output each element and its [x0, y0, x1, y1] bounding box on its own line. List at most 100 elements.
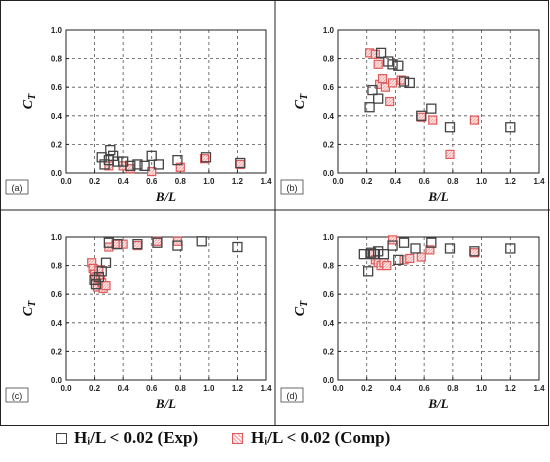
- data-point-exp: [373, 93, 384, 104]
- data-point-exp: [416, 110, 427, 121]
- panel-label-box: [5, 179, 29, 195]
- panel-label-text: (b): [287, 183, 298, 193]
- data-point-exp: [398, 76, 410, 87]
- y-tick-label: 0.2: [323, 347, 335, 356]
- data-point-comp: [385, 96, 395, 107]
- x-tick-label: 1.4: [533, 177, 545, 186]
- x-tick-label: 0.0: [332, 177, 344, 186]
- data-point-exp: [100, 257, 112, 268]
- data-point-comp: [377, 74, 388, 84]
- legend-label-comp: Hᵢ/L < 0.02 (Comp): [251, 428, 391, 447]
- data-point-comp: [469, 115, 479, 125]
- data-point-exp: [93, 271, 105, 283]
- y-axis-label-subscript: T: [299, 300, 310, 307]
- x-tick-label: 0.4: [118, 177, 130, 186]
- data-point-exp: [235, 157, 246, 169]
- y-tick-label: 0.2: [51, 347, 63, 356]
- data-point-exp: [373, 246, 384, 257]
- data-point-exp: [404, 77, 415, 89]
- x-tick-label: 0.4: [390, 177, 402, 186]
- data-point-exp: [393, 254, 404, 266]
- data-point-comp: [118, 239, 128, 249]
- y-tick-label: 0.8: [51, 55, 63, 64]
- x-tick-label: 1.0: [476, 384, 488, 393]
- y-axis-label-main: C: [293, 306, 308, 316]
- data-point-comp: [425, 245, 435, 255]
- open-square-marker-icon: [56, 432, 67, 444]
- chart-panel: 0.0 0.2 0.4 0.6 0.8 1.0 1.2 1.4 0.0 0.2 0.4 0.6 0.8 1…: [5, 26, 272, 204]
- data-point-comp: [387, 235, 398, 245]
- y-axis-label-main: C: [21, 306, 36, 316]
- data-point-comp: [370, 49, 380, 59]
- y-axis-label-main: C: [21, 99, 36, 109]
- x-tick-label: 0.6: [146, 384, 158, 393]
- data-point-comp: [101, 281, 111, 291]
- hatched-square-marker-icon: [232, 432, 243, 444]
- x-tick-label: 1.4: [260, 384, 272, 393]
- data-point-exp: [358, 249, 369, 260]
- x-tick-label: 1.0: [203, 384, 215, 393]
- data-point-exp: [393, 60, 404, 71]
- plot-area-frame: [65, 236, 267, 381]
- panel-label-text: (d): [287, 391, 298, 401]
- data-point-comp: [416, 252, 426, 262]
- y-tick-label: 1.0: [51, 26, 63, 35]
- y-tick-label: 0.2: [323, 140, 335, 149]
- y-tick-label: 0.4: [51, 112, 63, 121]
- panel-label: (d): [280, 387, 304, 403]
- x-tick-label: 0.8: [175, 384, 187, 393]
- x-tick-label: 1.4: [533, 384, 545, 393]
- data-point-exp: [375, 47, 387, 59]
- data-point-comp: [94, 265, 104, 275]
- data-point-comp: [199, 154, 210, 164]
- data-point-exp: [146, 150, 157, 161]
- panel-label-box: [280, 179, 304, 195]
- data-point-exp: [378, 249, 390, 260]
- panel-label: (c): [5, 387, 29, 403]
- data-point-exp: [125, 160, 136, 172]
- legend-item-exp: Hᵢ/L < 0.02 (Exp): [56, 428, 198, 448]
- data-point-exp: [172, 240, 183, 251]
- y-tick-label: 0.6: [51, 83, 63, 92]
- data-point-comp: [387, 78, 398, 88]
- y-tick-label: 1.0: [51, 233, 63, 242]
- data-point-exp: [90, 279, 102, 290]
- x-axis-label: B/L: [427, 396, 448, 411]
- data-point-comp: [445, 149, 455, 160]
- y-tick-label: 0.0: [323, 376, 335, 385]
- data-point-exp: [152, 237, 163, 248]
- y-axis-label-subscript: T: [299, 93, 310, 100]
- x-tick-label: 1.2: [232, 384, 244, 393]
- y-tick-label: 0.0: [51, 169, 63, 178]
- data-point-exp: [398, 237, 410, 248]
- panel-label-box: [280, 387, 304, 403]
- y-axis-label: CT: [21, 300, 38, 316]
- data-point-exp: [172, 154, 183, 166]
- data-point-exp: [132, 238, 143, 250]
- panel-label-box: [5, 387, 29, 403]
- data-point-exp: [387, 240, 398, 251]
- x-tick-label: 0.6: [419, 177, 431, 186]
- y-axis-label-subscript: T: [27, 300, 38, 307]
- panel-label-text: (c): [12, 391, 23, 401]
- data-point-exp: [444, 122, 456, 133]
- y-axis-label: CT: [293, 93, 310, 109]
- plot-area-frame: [337, 29, 540, 174]
- plot-area-frame: [337, 236, 540, 381]
- y-tick-label: 0.2: [51, 140, 63, 149]
- chart-panel: 0.0 0.2 0.4 0.6 0.8 1.0 1.2 1.4 0.0 0.2 0.4 0.6 0.8 1…: [280, 233, 545, 411]
- data-point-exp: [153, 159, 165, 170]
- data-point-exp: [387, 59, 398, 70]
- x-tick-label: 1.2: [505, 177, 517, 186]
- x-tick-label: 0.6: [146, 177, 158, 186]
- data-point-exp: [444, 243, 456, 254]
- data-point-comp: [428, 115, 438, 125]
- y-tick-label: 0.4: [51, 319, 63, 328]
- figure: 0.0 0.2 0.4 0.6 0.8 1.0 1.2 1.4 0.0 0.2 0.4 0.6 0.8 1…: [0, 0, 550, 426]
- plot-area-frame: [65, 29, 267, 174]
- data-point-exp: [362, 266, 374, 277]
- data-point-exp: [96, 152, 107, 163]
- data-point-comp: [382, 261, 392, 271]
- x-tick-label: 1.0: [203, 177, 215, 186]
- data-point-exp: [112, 238, 123, 250]
